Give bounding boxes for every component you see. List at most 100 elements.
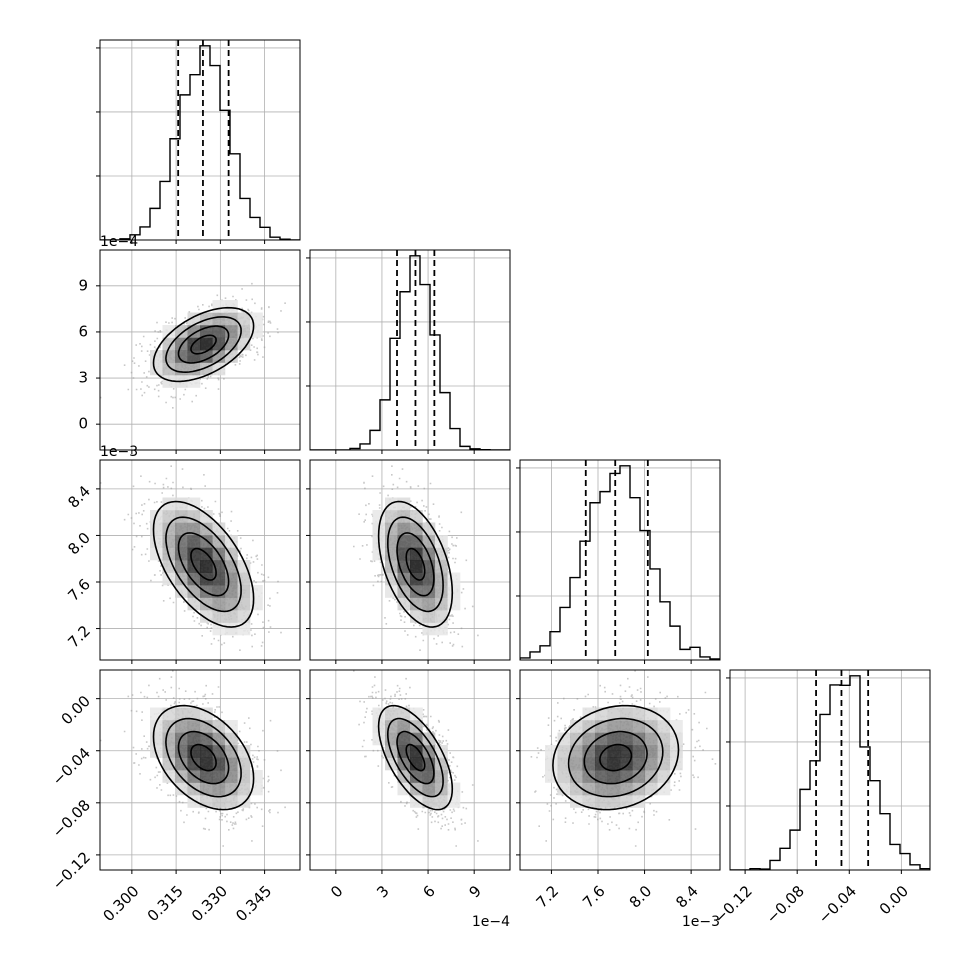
density-cell: [570, 745, 583, 758]
panel-content: [310, 670, 510, 870]
density-cell: [175, 707, 188, 721]
x-tick-label: 6: [419, 882, 438, 901]
panel-frame: [99, 39, 301, 241]
density-cell: [187, 757, 201, 771]
density-cell: [595, 782, 608, 796]
density-cell: [397, 510, 411, 523]
density-cell: [175, 745, 188, 758]
density-cell: [657, 745, 671, 758]
x-tick-label: −0.12: [711, 882, 756, 927]
density-cell: [410, 707, 423, 721]
contour-line: [177, 730, 230, 785]
density-cell: [435, 572, 448, 586]
density-cell: [212, 795, 226, 808]
contour-line: [152, 500, 255, 628]
density-cell: [397, 732, 411, 746]
density-cell: [212, 597, 226, 611]
panel-frame: [309, 669, 511, 871]
density-cell: [150, 535, 163, 548]
density-cell: [645, 707, 658, 721]
histogram-panel-2: [516, 459, 721, 664]
density-cell: [595, 770, 608, 783]
density-cell: [422, 572, 436, 586]
density-cell: [225, 720, 238, 733]
panel-content: [520, 670, 720, 870]
density-cell: [237, 597, 251, 611]
density-cell: [435, 610, 448, 623]
density-cell: [557, 745, 571, 758]
density-cell: [225, 597, 238, 611]
density-cell: [385, 535, 398, 548]
density-cell: [670, 745, 683, 758]
density-panel-1-0: 0 3 6 9 1e−4: [78, 234, 301, 454]
density-cell: [410, 597, 423, 611]
density-cell: [162, 325, 176, 338]
contour-line: [386, 516, 444, 613]
density-cell: [212, 522, 226, 536]
contour-line: [567, 717, 664, 798]
contour-line: [396, 532, 435, 597]
x-tick-label: 9: [465, 882, 484, 901]
density-cell: [175, 732, 188, 746]
density-cell: [200, 732, 213, 746]
panel-frame: [309, 249, 511, 451]
density-cell: [175, 757, 188, 771]
density-cell: [410, 510, 423, 523]
density-cell: [187, 732, 201, 746]
density-cell: [645, 782, 658, 796]
contour-line: [165, 516, 242, 613]
density-cell: [570, 757, 583, 771]
panel-content: [730, 670, 930, 870]
contour-line: [165, 316, 242, 374]
density-cell: [397, 497, 411, 511]
density-cell: [397, 720, 411, 733]
contour-line: [190, 334, 217, 355]
density-cell: [397, 597, 411, 611]
density-cell: [225, 572, 238, 586]
density-cell: [225, 622, 238, 636]
panel-content: [100, 40, 300, 240]
contour-line: [405, 743, 426, 772]
density-cell: [225, 300, 238, 313]
contour-line: [583, 730, 648, 785]
density-cell: [237, 585, 251, 598]
density-cell: [447, 782, 461, 796]
x-tick-label: 0.315: [144, 882, 187, 925]
panel-frame: [729, 669, 931, 871]
density-panel-3-1: 0 3 6 9 1e−4: [306, 669, 511, 930]
panel-content: [100, 460, 300, 660]
density-cell: [187, 362, 201, 376]
y-tick-label: 6: [78, 322, 88, 340]
density-cell: [200, 745, 213, 758]
density-cell: [620, 732, 633, 746]
density-cell: [200, 720, 213, 733]
y-tick-label: 8.0: [64, 529, 94, 559]
density-cell: [657, 757, 671, 771]
density-cell: [657, 782, 671, 796]
density-cell: [162, 535, 176, 548]
density-cell: [607, 757, 621, 771]
x-tick-label: 3: [373, 882, 392, 901]
density-cell: [225, 585, 238, 598]
y-offset-label: 1e−3: [100, 444, 138, 460]
density-cell: [200, 337, 213, 351]
density-cell: [372, 732, 386, 746]
density-cell: [410, 547, 423, 561]
density-cell: [620, 707, 633, 721]
density-cell: [645, 757, 658, 771]
density-cell: [187, 535, 201, 548]
density-cell: [410, 757, 423, 771]
density-cell: [212, 610, 226, 623]
density-cell: [200, 782, 213, 796]
density-cell: [570, 782, 583, 796]
density-cell: [545, 770, 558, 783]
density-cell: [607, 770, 621, 783]
density-cell: [607, 707, 621, 721]
density-cell: [447, 597, 461, 611]
density-cell: [150, 720, 163, 733]
density-panel-3-2: 7.2 7.6 8.0 8.4 1e−3: [516, 669, 721, 930]
panel-frame: [519, 459, 721, 661]
density-cell: [557, 732, 571, 746]
density-cell: [397, 535, 411, 548]
contour-line: [405, 547, 426, 581]
